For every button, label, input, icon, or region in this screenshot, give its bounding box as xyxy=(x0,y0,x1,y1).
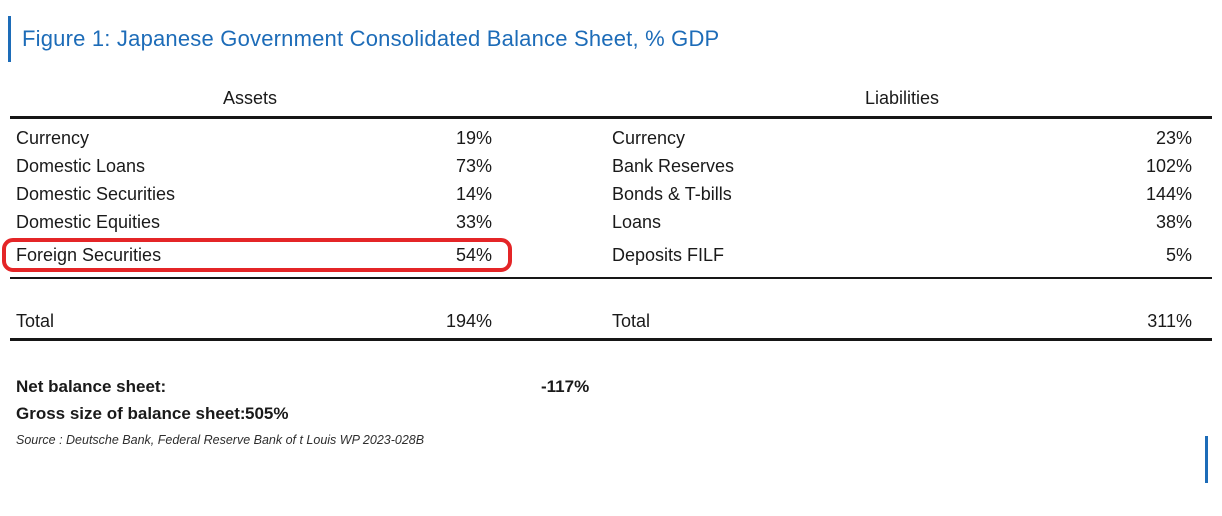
bottom-accent-bar xyxy=(1205,436,1208,483)
gross-size-line: Gross size of balance sheet: 505% xyxy=(0,402,1222,429)
liability-label: Bonds & T-bills xyxy=(612,183,732,204)
liabilities-header: Liabilities xyxy=(864,88,940,108)
asset-value: 33% xyxy=(455,211,492,232)
liabilities-cell: Bonds & T-bills 144% xyxy=(612,184,1222,205)
liabilities-cell: Currency 23% xyxy=(612,128,1222,149)
figure-title: Figure 1: Japanese Government Consolidat… xyxy=(22,26,720,51)
gross-size-label: Gross size of balance sheet: xyxy=(16,404,246,423)
liability-value: 5% xyxy=(1165,244,1192,265)
body-rule xyxy=(10,277,1212,279)
column-headers: Assets Liabilities xyxy=(0,88,1222,109)
title-accent-bar xyxy=(8,16,11,62)
total-rule xyxy=(10,338,1212,341)
asset-label: Currency xyxy=(16,127,90,148)
assets-cell: Domestic Loans 73% xyxy=(0,156,500,177)
summary-block: Net balance sheet: -117% Gross size of b… xyxy=(0,375,1222,447)
asset-label: Domestic Equities xyxy=(16,211,161,232)
header-rule xyxy=(10,116,1212,119)
net-balance-label: Net balance sheet: xyxy=(16,377,167,396)
liabilities-total-cell: Total 311% xyxy=(612,311,1222,332)
balance-sheet-rows: Currency 19% Currency 23% Domestic Loans… xyxy=(0,124,1222,341)
table-row-highlighted: Foreign Securities 54% Deposits FILF 5% xyxy=(0,236,1222,274)
assets-cell: Currency 19% xyxy=(0,128,500,149)
liability-value: 102% xyxy=(1145,155,1192,176)
liability-value: 38% xyxy=(1155,211,1192,232)
assets-total-value: 194% xyxy=(445,310,492,331)
asset-value: 14% xyxy=(455,183,492,204)
table-row: Domestic Equities 33% Loans 38% xyxy=(0,208,1222,236)
net-balance-line: Net balance sheet: -117% xyxy=(0,375,1222,402)
table-row: Domestic Securities 14% Bonds & T-bills … xyxy=(0,180,1222,208)
liabilities-cell: Loans 38% xyxy=(612,212,1222,233)
liability-label: Deposits FILF xyxy=(612,244,725,265)
gross-size-value: 505% xyxy=(245,404,289,423)
liability-label: Bank Reserves xyxy=(612,155,735,176)
assets-header: Assets xyxy=(222,88,278,108)
liability-value: 23% xyxy=(1155,127,1192,148)
assets-total-cell: Total 194% xyxy=(0,311,500,332)
figure-title-row: Figure 1: Japanese Government Consolidat… xyxy=(0,0,1222,62)
table-row: Domestic Loans 73% Bank Reserves 102% xyxy=(0,152,1222,180)
assets-cell: Domestic Equities 33% xyxy=(0,212,500,233)
liability-label: Loans xyxy=(612,211,662,232)
asset-label: Domestic Securities xyxy=(16,183,176,204)
net-balance-value: -117% xyxy=(541,377,590,396)
liability-value: 144% xyxy=(1145,183,1192,204)
asset-value: 54% xyxy=(455,244,492,265)
column-gap xyxy=(500,88,612,109)
source-note: Source : Deutsche Bank, Federal Reserve … xyxy=(16,433,425,447)
asset-value: 73% xyxy=(455,155,492,176)
table-row: Currency 19% Currency 23% xyxy=(0,124,1222,152)
liability-label: Currency xyxy=(612,127,686,148)
asset-label: Foreign Securities xyxy=(16,244,162,265)
assets-cell: Domestic Securities 14% xyxy=(0,184,500,205)
asset-label: Domestic Loans xyxy=(16,155,146,176)
liabilities-total-value: 311% xyxy=(1147,310,1192,331)
assets-total-label: Total xyxy=(16,310,55,331)
liabilities-total-label: Total xyxy=(612,310,651,331)
asset-value: 19% xyxy=(455,127,492,148)
assets-cell: Foreign Securities 54% xyxy=(0,245,500,266)
liabilities-cell: Bank Reserves 102% xyxy=(612,156,1222,177)
liabilities-cell: Deposits FILF 5% xyxy=(612,245,1222,266)
total-row: Total 194% Total 311% xyxy=(0,307,1222,335)
